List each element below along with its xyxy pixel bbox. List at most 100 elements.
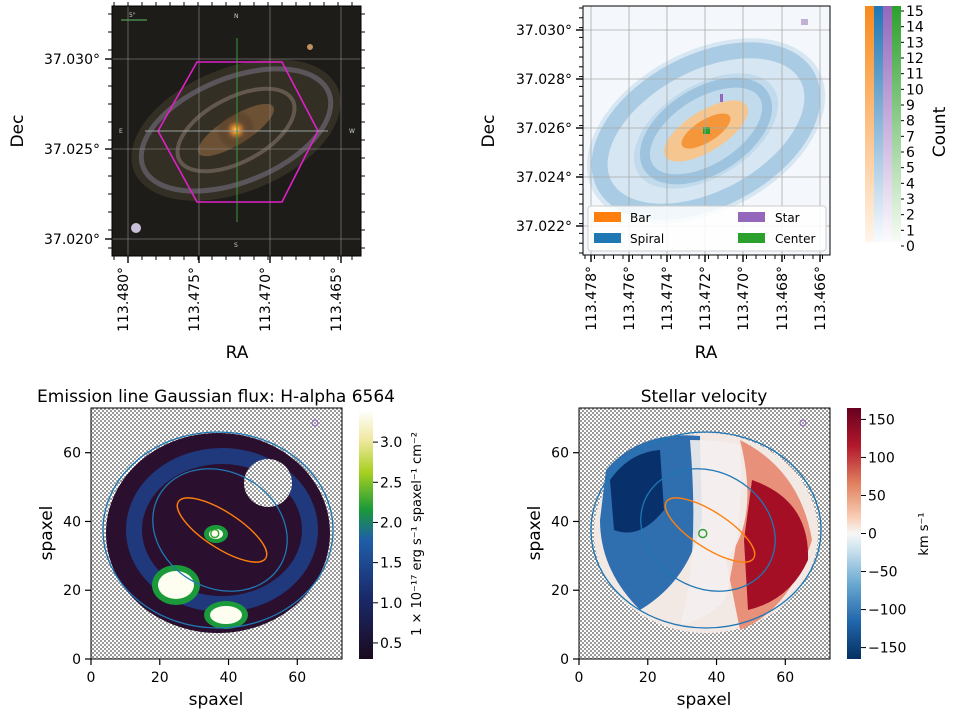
y-tick-label: 37.028° bbox=[516, 72, 572, 88]
colorbar-spiral-column bbox=[874, 6, 883, 242]
colorbar-tick-label: 6 bbox=[906, 145, 915, 161]
y-tick-label: 37.024° bbox=[516, 170, 572, 186]
scale-bar-label: 5" bbox=[129, 12, 136, 19]
spiral-arm-outer bbox=[138, 66, 334, 194]
colorbar-tick-label: −100 bbox=[868, 603, 906, 619]
legend-box bbox=[587, 205, 827, 252]
y-tick-label: 60 bbox=[551, 446, 569, 462]
x-tick-label: 113.465° bbox=[329, 267, 345, 332]
star-marker bbox=[799, 419, 807, 427]
star-marker bbox=[311, 419, 319, 427]
x-tick-label: 20 bbox=[639, 670, 657, 686]
legend-label-star: Star bbox=[775, 211, 800, 225]
colorbar-center-column bbox=[892, 6, 901, 242]
x-tick-label: 40 bbox=[708, 670, 726, 686]
colorbar-tick-label: 7 bbox=[906, 129, 915, 145]
colorbar-tick-label: 2 bbox=[906, 208, 915, 224]
y-axis-label: Dec bbox=[479, 115, 499, 148]
colorbar-tick-label: 13 bbox=[906, 35, 924, 51]
colorbar-bar-column bbox=[865, 6, 874, 242]
colorbar-tick-label: 10 bbox=[906, 82, 924, 98]
axis-ticks: 0 20 40 60 0 20 40 60 bbox=[551, 446, 794, 686]
x-tick-label: 113.470° bbox=[258, 267, 274, 332]
x-axis-label: RA bbox=[226, 343, 249, 363]
x-tick-label: 113.478° bbox=[584, 266, 600, 331]
y-tick-label: 37.026° bbox=[516, 121, 572, 137]
x-axis-label: RA bbox=[695, 343, 718, 363]
spiral-mask-inner-arm bbox=[639, 77, 773, 185]
flux-hole bbox=[244, 459, 292, 507]
colorbar-tick-label: −150 bbox=[868, 641, 906, 657]
x-tick-label: 40 bbox=[220, 670, 238, 686]
colorbar-tick-label: 4 bbox=[906, 176, 915, 192]
spiral-arm-inner bbox=[175, 86, 297, 174]
center-marker bbox=[698, 528, 708, 539]
colorbar-tick-label: 8 bbox=[906, 114, 915, 130]
compass-north: N bbox=[234, 13, 239, 20]
y-axis-label: spaxel bbox=[525, 506, 545, 561]
panel-galaxy-zoo-mask: Bar Star Spiral Center 37.030° 37.028° 3… bbox=[479, 4, 950, 363]
compass-south: S bbox=[234, 242, 238, 249]
colorbar-tick-label: 0 bbox=[906, 239, 915, 255]
colorbar-label: km s⁻¹ bbox=[917, 512, 932, 555]
foreground-star bbox=[131, 223, 141, 233]
y-tick-label: 0 bbox=[560, 652, 569, 668]
receding-core bbox=[744, 480, 809, 610]
x-tick-label: 113.476° bbox=[622, 266, 638, 331]
spiral-contour bbox=[102, 431, 334, 629]
center-marker bbox=[210, 528, 220, 539]
colorbar-tick-labels: 0.5 1.0 1.5 2.0 2.5 3.0 bbox=[373, 435, 402, 652]
y-tick-label: 37.022° bbox=[516, 219, 572, 235]
colorbar-tick-label: 15 bbox=[906, 4, 924, 20]
spiral-contour bbox=[590, 431, 822, 629]
center-mask bbox=[703, 127, 710, 134]
colorbar-tick-label: 11 bbox=[906, 67, 924, 83]
y-tick-label: 37.030° bbox=[44, 52, 100, 68]
bar-contour bbox=[664, 497, 756, 563]
y-tick-label: 0 bbox=[72, 652, 81, 668]
y-tick-label: 40 bbox=[63, 514, 81, 530]
x-tick-label: 20 bbox=[151, 670, 169, 686]
colorbar-tick-label: 1.0 bbox=[380, 596, 402, 612]
y-tick-label: 40 bbox=[551, 514, 569, 530]
x-tick-label: 0 bbox=[575, 670, 584, 686]
colorbar-tick-label: 0 bbox=[868, 527, 877, 543]
colorbar-tick-label: 150 bbox=[868, 412, 895, 428]
panel-stellar-velocity: Stellar velocity 0 20 40 60 0 20 40 60 spaxel s… bbox=[525, 387, 932, 710]
y-axis-label: spaxel bbox=[37, 506, 57, 561]
panel-title: Emission line Gaussian flux: H-alpha 656… bbox=[37, 387, 395, 407]
x-tick-label: 113.468° bbox=[775, 266, 791, 331]
x-tick-label: 113.466° bbox=[813, 266, 829, 331]
colorbar-gradient bbox=[359, 410, 373, 659]
legend-label-spiral: Spiral bbox=[630, 232, 664, 246]
spiral-contour bbox=[640, 468, 776, 592]
axis-ticks: 0 20 40 60 0 20 40 60 bbox=[63, 446, 306, 686]
x-axis-label: spaxel bbox=[677, 690, 732, 710]
x-tick-label: 113.475° bbox=[187, 267, 203, 332]
axis-ticks bbox=[105, 2, 365, 263]
velocity-colorbar: 150 100 50 0 −50 −100 −150 km s⁻¹ bbox=[847, 408, 932, 659]
plot-frame bbox=[111, 5, 362, 257]
y-axis-label: Dec bbox=[8, 115, 28, 148]
flux-knot bbox=[210, 606, 242, 624]
colorbar-tick-label: 0.5 bbox=[380, 636, 402, 652]
plot-frame bbox=[582, 5, 831, 256]
colorbar-tick-label: 9 bbox=[906, 98, 915, 114]
foreground-star bbox=[307, 44, 313, 50]
y-tick-label: 60 bbox=[63, 446, 81, 462]
legend-swatch-center bbox=[738, 233, 765, 243]
colorbar-label: 1 × 10⁻¹⁷ erg s⁻¹ spaxel⁻¹ cm⁻² bbox=[410, 432, 425, 636]
colorbar-tick-labels: 150 100 50 0 −50 −100 −150 bbox=[861, 412, 906, 657]
legend-label-center: Center bbox=[775, 232, 815, 246]
panel-title: Stellar velocity bbox=[641, 387, 768, 407]
colorbar-tick-label: 5 bbox=[906, 161, 915, 177]
flux-colorbar: 0.5 1.0 1.5 2.0 2.5 3.0 1 × 10⁻¹⁷ erg s⁻¹ spa… bbox=[359, 410, 425, 659]
colorbar-label: Count bbox=[930, 106, 950, 157]
y-tick-label: 20 bbox=[63, 583, 81, 599]
legend-swatch-bar bbox=[594, 212, 621, 222]
approaching-core bbox=[610, 450, 664, 533]
axis-ticks bbox=[576, 7, 823, 262]
colorbar-tick-label: 2.0 bbox=[380, 515, 402, 531]
